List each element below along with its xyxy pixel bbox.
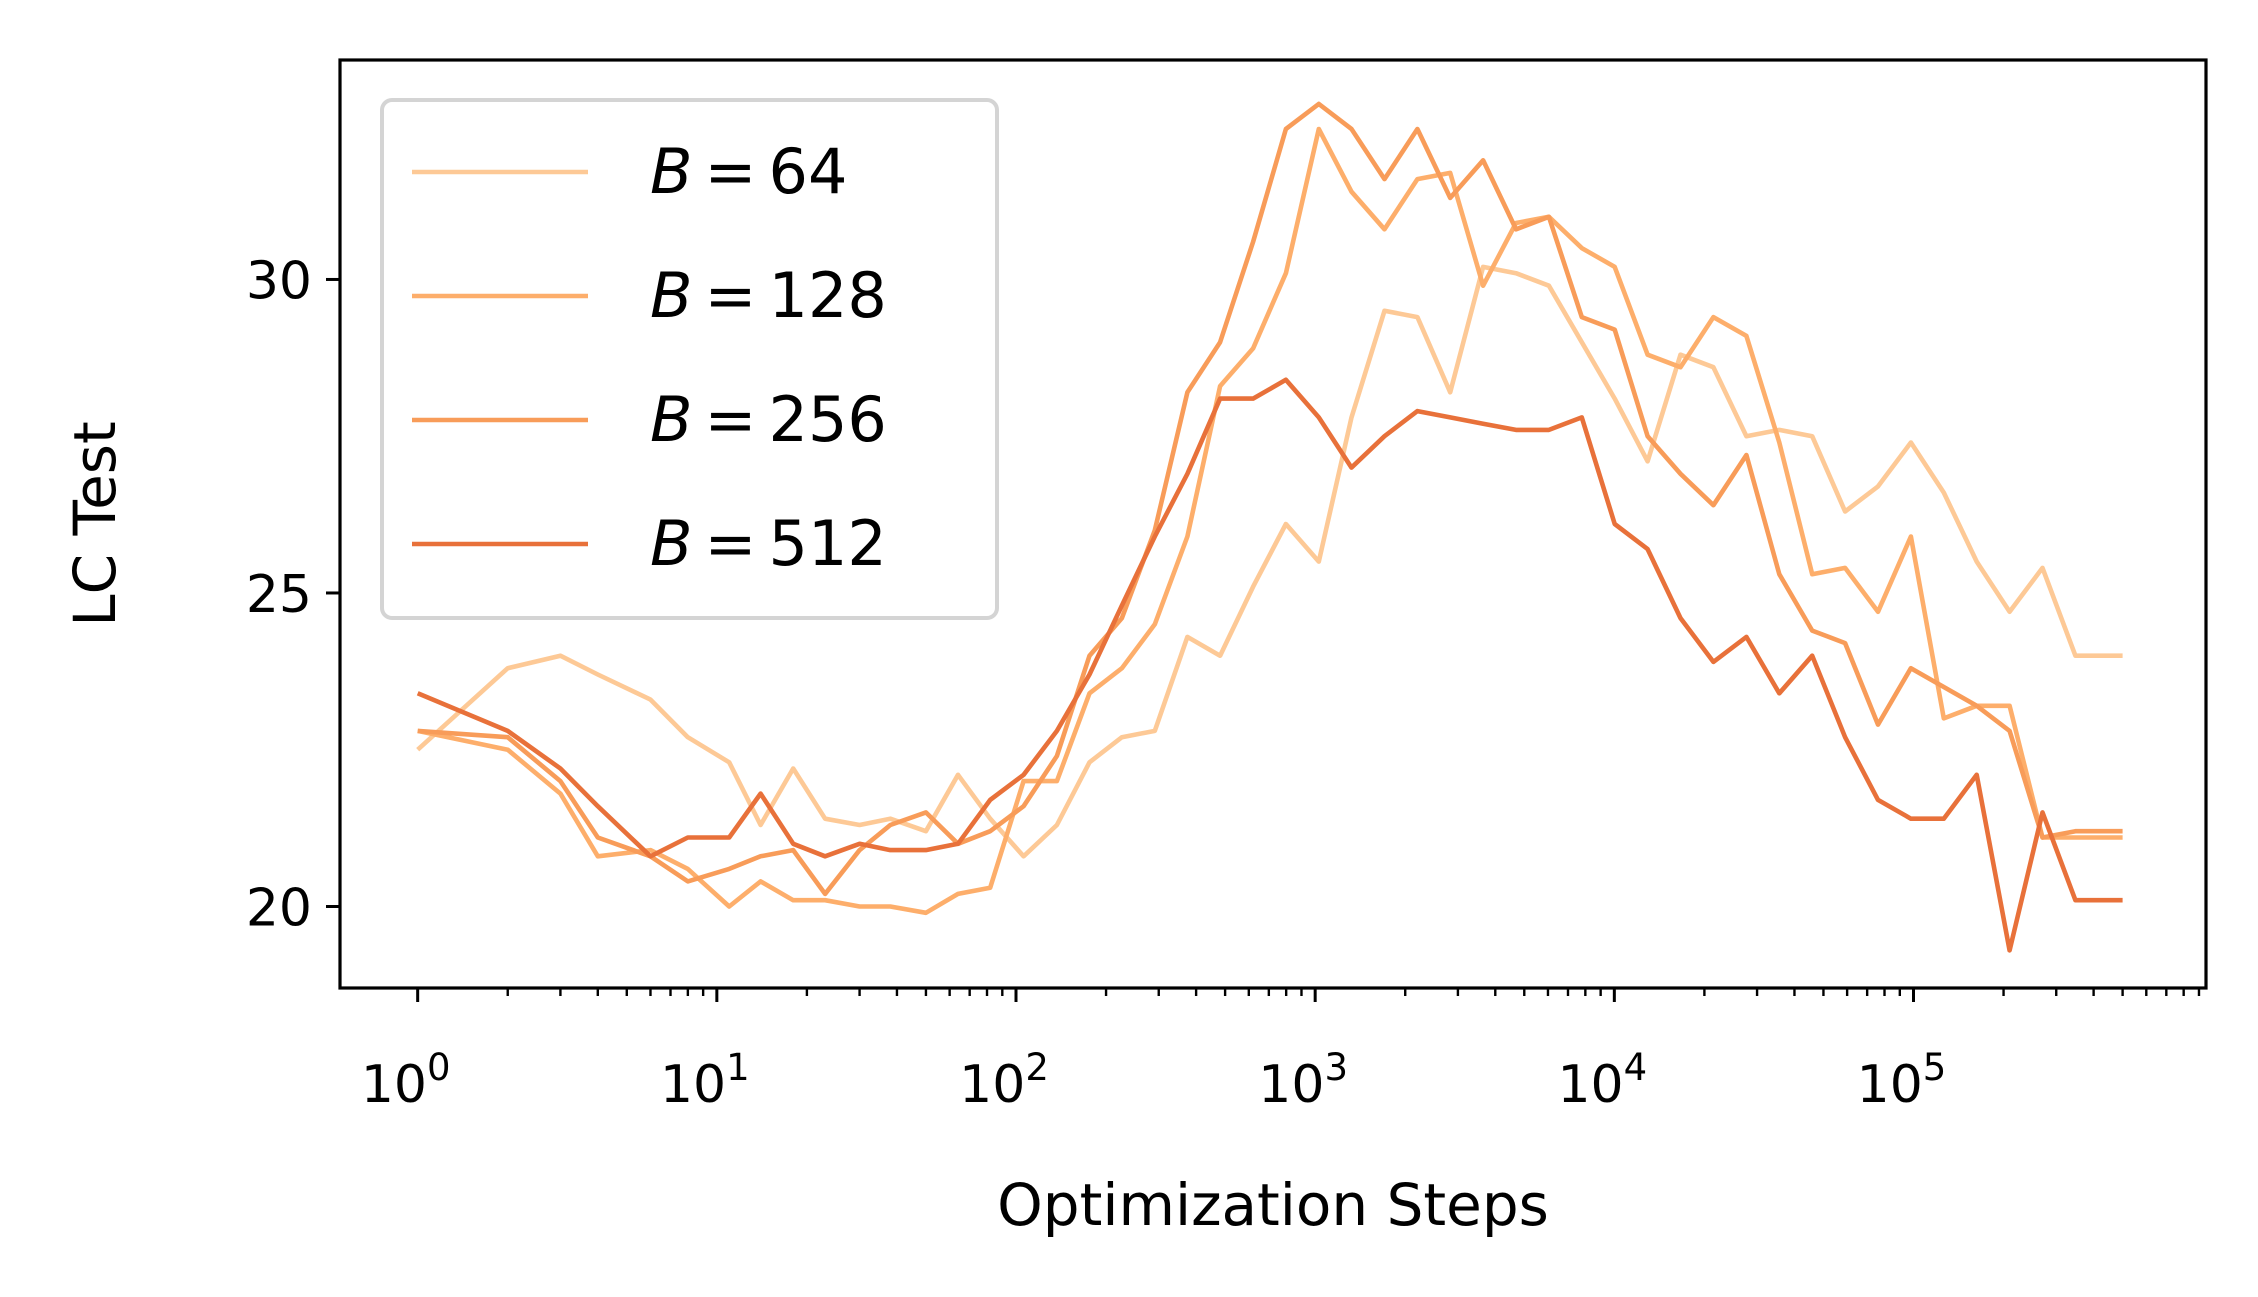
- x-tick-label: 102: [959, 1046, 1049, 1115]
- series-layer: [416, 101, 2123, 953]
- legend-label-512: B = 512: [650, 507, 887, 580]
- legend-label-128: B = 128: [650, 259, 887, 332]
- legend-box: [380, 98, 999, 620]
- y-axis-label: LC Test: [61, 421, 129, 626]
- legend-label-64: B = 64: [650, 135, 847, 208]
- y-tick-label: 30: [246, 251, 312, 311]
- y-tick-label: 20: [246, 878, 312, 938]
- x-tick-label: 105: [1857, 1046, 1947, 1115]
- y-axis: 20 25 30: [246, 251, 340, 938]
- series-line-512: [416, 377, 2123, 953]
- legend-label-256: B = 256: [650, 383, 887, 456]
- series-line-256: [417, 101, 2123, 897]
- y-tick-label: 25: [246, 565, 312, 625]
- x-tick-label: 100: [361, 1046, 451, 1115]
- x-tick-label: 104: [1557, 1046, 1647, 1115]
- x-tick-label: 101: [660, 1046, 750, 1115]
- x-axis: 100 101 102 103 104 105: [361, 988, 2201, 1115]
- legend: B = 64 B = 128 B = 256 B = 512: [380, 98, 999, 620]
- series-line-128: [417, 126, 2123, 916]
- series-line-64: [416, 264, 2123, 859]
- x-axis-label: Optimization Steps: [997, 1171, 1549, 1239]
- plot-frame: [338, 58, 2208, 990]
- x-tick-label: 103: [1258, 1046, 1348, 1115]
